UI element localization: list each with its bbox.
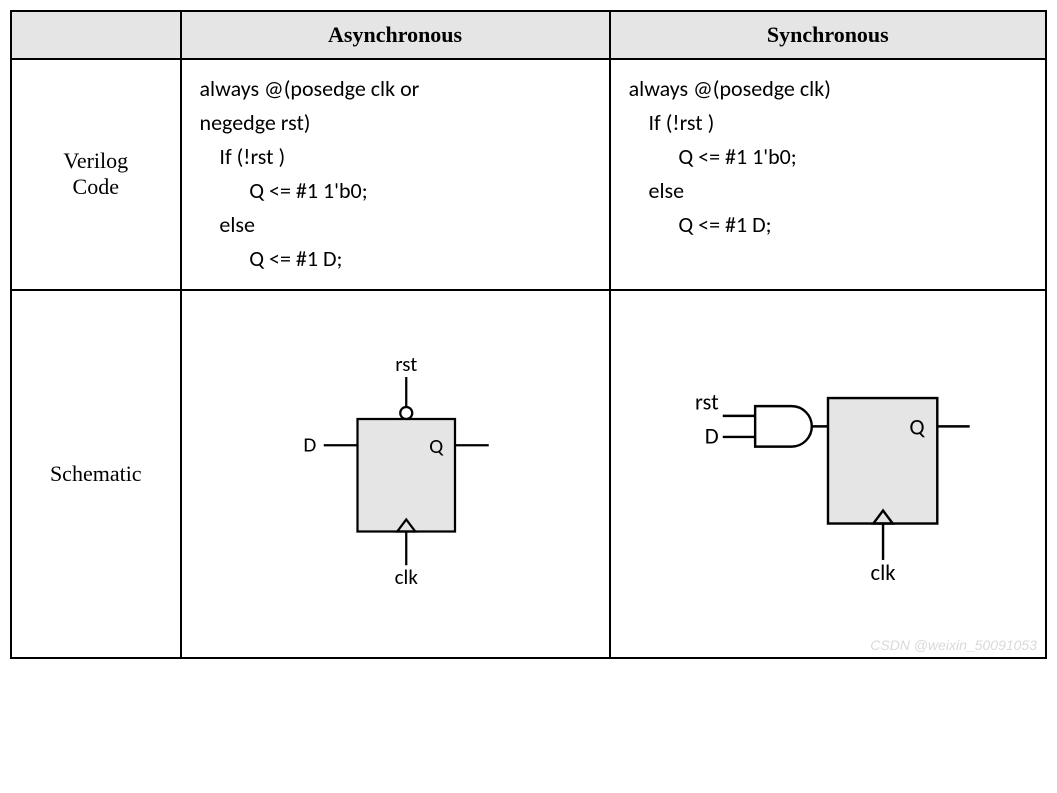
- schematic-sync-cell: rst D Qclk CSDN @weixin_50091053: [610, 290, 1046, 658]
- header-async: Asynchronous: [181, 11, 610, 59]
- comparison-table: Asynchronous Synchronous VerilogCode alw…: [10, 10, 1047, 659]
- code-row: VerilogCode always @(posedge clk or nege…: [11, 59, 1046, 290]
- schematic-row: Schematic rst D Qclk rst D Qclk CSDN @weixin…: [11, 290, 1046, 658]
- svg-text:D: D: [303, 431, 316, 457]
- code-async: always @(posedge clk or negedge rst) If …: [181, 59, 610, 290]
- row-label-code: VerilogCode: [11, 59, 181, 290]
- svg-text:Q: Q: [429, 432, 444, 458]
- svg-text:clk: clk: [395, 564, 419, 590]
- svg-text:Q: Q: [909, 413, 925, 441]
- header-blank: [11, 11, 181, 59]
- svg-text:clk: clk: [870, 559, 896, 587]
- svg-text:rst: rst: [395, 351, 417, 377]
- schematic-sync: rst D Qclk: [658, 319, 998, 639]
- schematic-async-cell: rst D Qclk: [181, 290, 610, 658]
- schematic-async: rst D Qclk: [245, 309, 545, 649]
- code-sync: always @(posedge clk) If (!rst ) Q <= #1…: [610, 59, 1046, 290]
- header-sync: Synchronous: [610, 11, 1046, 59]
- svg-text:rst: rst: [695, 388, 719, 416]
- watermark: CSDN @weixin_50091053: [870, 637, 1037, 653]
- header-row: Asynchronous Synchronous: [11, 11, 1046, 59]
- row-label-schematic: Schematic: [11, 290, 181, 658]
- svg-text:D: D: [705, 422, 719, 450]
